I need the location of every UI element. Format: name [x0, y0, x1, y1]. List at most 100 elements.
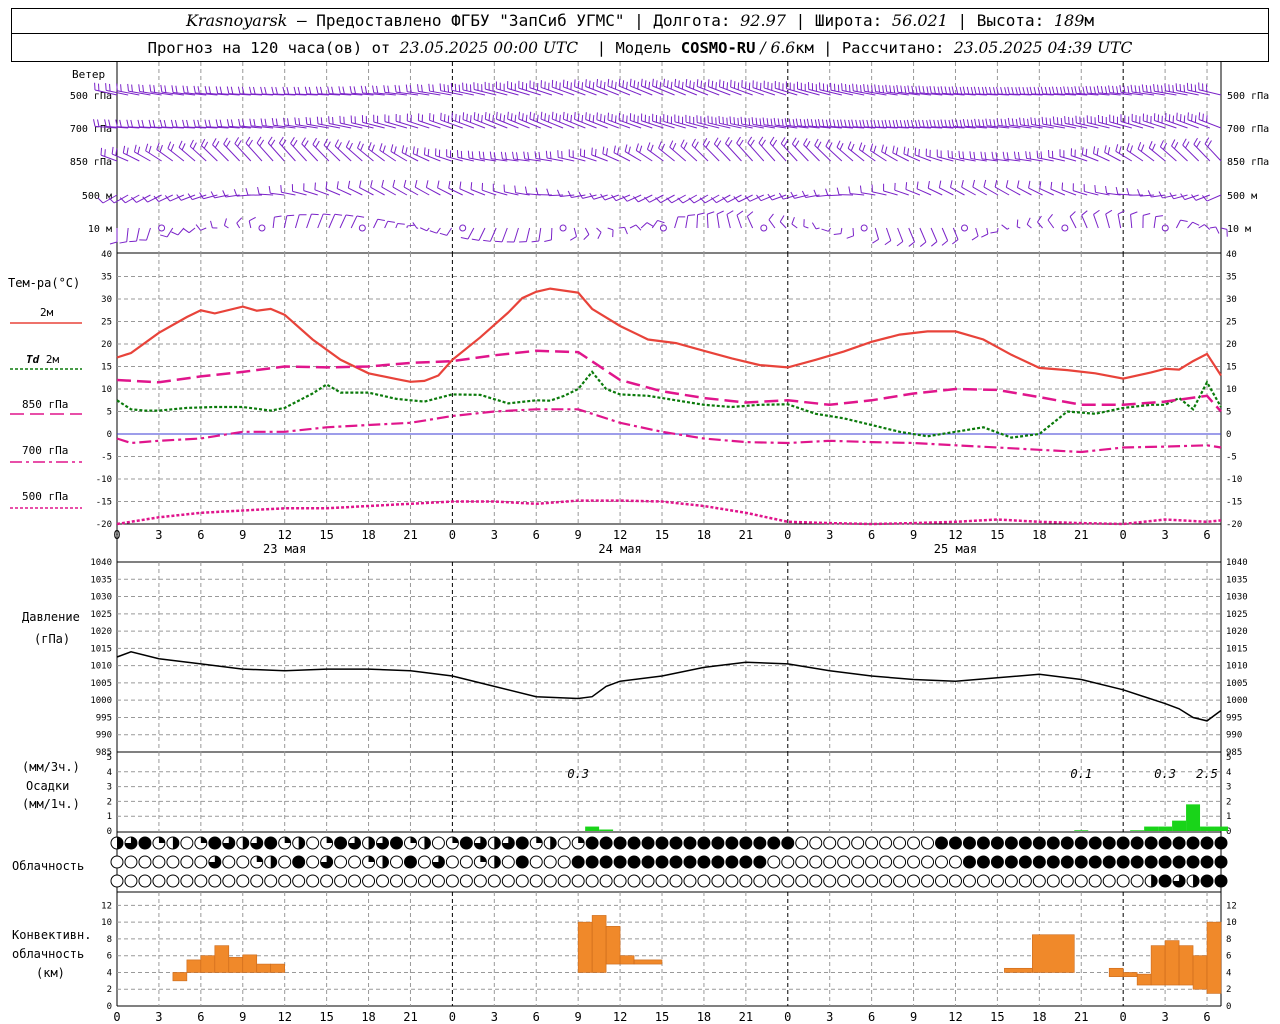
- wind-flag-2-68-0: [858, 142, 863, 150]
- cloud-fill-0-4: [172, 837, 179, 849]
- precip-bar-7: [1186, 804, 1201, 831]
- wind-barb-4-73: [930, 227, 938, 242]
- pres-tick-left-1005: 1005: [90, 679, 112, 689]
- wind-barb-2-31: [446, 156, 463, 162]
- wind-flag-0-75-1: [933, 86, 936, 94]
- wind-flag-1-8-1: [186, 119, 189, 128]
- wind-flag-3-99-0: [1202, 195, 1208, 202]
- wind-flag-2-12-1: [237, 140, 242, 147]
- cloud-circle-2-45: [739, 874, 753, 888]
- wind-flag-2-19-1: [315, 140, 320, 148]
- cloud-circle-2-9: [236, 874, 250, 888]
- wind-flag-0-82-1: [1011, 86, 1014, 95]
- cloud-symbol-2-57: [907, 874, 921, 888]
- wind-flag-4-86-0: [1069, 211, 1076, 217]
- tick-hour-temp-2: 6: [197, 528, 204, 542]
- pres-tick-left-1040: 1040: [90, 558, 112, 568]
- cloud-symbol-1-2: [138, 855, 152, 869]
- cloud-symbol-0-68: [1060, 836, 1074, 850]
- wind-flag-2-64-0: [814, 138, 819, 146]
- wind-barb-2-86: [1059, 156, 1077, 162]
- cloud-symbol-1-52: [837, 855, 851, 869]
- wind-flag-3-81-0: [1005, 180, 1009, 188]
- wind-barb-2-5: [156, 149, 174, 162]
- wind-flag-2-65-1: [828, 142, 833, 150]
- wind-barb-4-81: [1017, 226, 1021, 229]
- wind-flag-2-70-0: [881, 144, 884, 152]
- cloud-circle-2-20: [389, 874, 403, 888]
- wind-flag-3-60-0: [767, 193, 773, 201]
- wind-flag-0-55-1: [711, 80, 714, 89]
- wind-barb-3-82: [1017, 187, 1032, 196]
- wind-barb-3-60: [771, 194, 787, 201]
- wind-flag-2-95-0: [1159, 140, 1164, 148]
- wind-flag-1-84-2: [1038, 118, 1041, 126]
- wind-flag-1-62-0: [784, 118, 787, 126]
- wind-barb-4-43: [596, 227, 602, 233]
- wind-barb-3-56: [727, 194, 742, 203]
- wind-flag-3-47-0: [622, 195, 628, 202]
- wind-flag-1-43-2: [581, 114, 584, 123]
- legend-td-label: Td 2м: [26, 353, 59, 366]
- cloud-symbol-2-68: [1060, 874, 1074, 888]
- wind-barb-2-78: [970, 158, 987, 162]
- wind-flag-2-91-0: [1115, 144, 1119, 152]
- wind-flag-1-84-1: [1034, 117, 1037, 126]
- cloud-circle-2-47: [767, 874, 781, 888]
- wind-flag-3-80-0: [994, 179, 998, 188]
- wind-barb-4-70: [897, 227, 904, 242]
- pres-tick-right-995: 995: [1226, 713, 1242, 723]
- wind-flag-4-71-0: [908, 241, 915, 247]
- wind-flag-2-38-0: [523, 151, 526, 159]
- wind-flag-4-87-0: [1081, 210, 1088, 216]
- cloud-symbol-2-41: [683, 874, 697, 888]
- wind-barb-2-70: [881, 151, 898, 162]
- cloud-symbol-0-59: [935, 836, 949, 850]
- wind-flag-0-83-0: [1018, 86, 1022, 95]
- conv-bar-15: [1108, 967, 1124, 977]
- cloud-fill-0-70: [1089, 837, 1102, 849]
- wind-barb-3-43: [582, 194, 597, 199]
- wind-flag-2-37-0: [512, 151, 515, 160]
- cloud-symbol-2-52: [837, 874, 851, 888]
- temp-tick-right-40: 40: [1226, 250, 1237, 260]
- cloud-symbol-0-66: [1032, 836, 1046, 850]
- cloud-circle-2-5: [180, 874, 194, 888]
- computed-time: 23.05.2025 04:39 UTC: [953, 39, 1133, 57]
- wind-flag-1-9-0: [193, 119, 196, 127]
- wind-flag-1-57-1: [733, 117, 736, 125]
- wind-barb-3-30: [437, 187, 452, 196]
- legend-t2m-label: 2м: [40, 306, 54, 319]
- wind-flag-1-60-2: [770, 118, 773, 127]
- wind-flag-0-97-1: [1179, 84, 1182, 92]
- wind-flag-0-93-1: [1134, 85, 1137, 93]
- conv-tick-left-10: 10: [101, 918, 112, 928]
- wind-barb-3-89: [1095, 191, 1110, 196]
- wind-flag-4-77-0: [971, 235, 979, 241]
- wind-barb-4-38: [538, 227, 542, 242]
- wind-barb-4-20: [339, 214, 347, 229]
- cloud-fill-1-42: [697, 856, 710, 868]
- cloud-circle-2-38: [641, 874, 655, 888]
- wind-barb-4-48: [651, 220, 658, 229]
- tick-hour-bottom-3: 9: [239, 1010, 246, 1024]
- wind-flag-2-89-0: [1092, 146, 1096, 154]
- cloud-symbol-0-75: [1158, 836, 1172, 850]
- wind-flag-1-73-0: [906, 119, 910, 128]
- wind-barb-3-45: [604, 194, 619, 201]
- wind-flag-0-5-0: [149, 84, 152, 92]
- pres-tick-left-1025: 1025: [90, 610, 112, 620]
- wind-flag-1-6-1: [163, 119, 167, 128]
- prec-tick-right-3: 3: [1226, 783, 1231, 793]
- tick-hour-bottom-5: 15: [319, 1010, 333, 1024]
- wind-flag-2-65-0: [825, 139, 830, 147]
- wind-flag-2-92-0: [1126, 143, 1130, 151]
- wind-barb-2-84: [1037, 157, 1054, 162]
- cloud-symbol-0-25: [459, 836, 473, 850]
- precip-bar-0: [585, 826, 600, 831]
- wind-flag-2-2-1: [126, 147, 129, 155]
- wind-flag-1-77-1: [955, 119, 959, 127]
- wind-flag-0-8-1: [186, 85, 189, 94]
- cloud-circle-1-17: [348, 855, 362, 869]
- wind-barb-4-88: [1093, 214, 1099, 229]
